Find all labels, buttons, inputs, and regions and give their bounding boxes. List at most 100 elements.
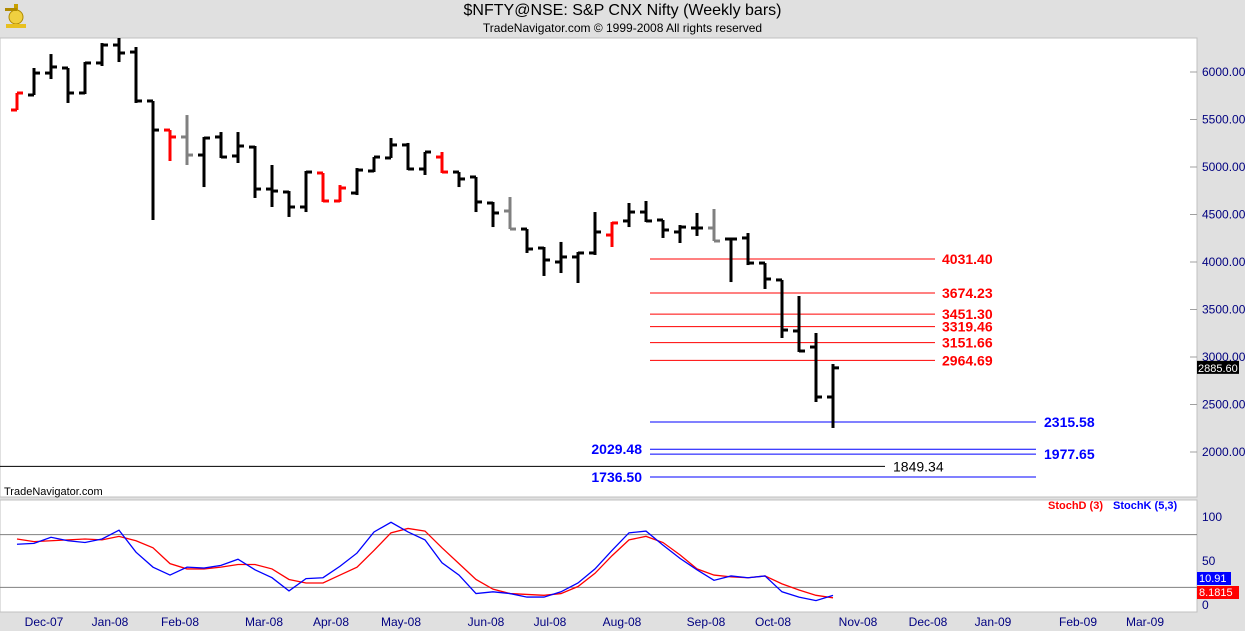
ohlc-bar bbox=[266, 165, 278, 207]
x-tick-label: Aug-08 bbox=[603, 615, 642, 629]
ohlc-bar bbox=[759, 261, 771, 289]
ohlc-bar bbox=[181, 115, 193, 166]
y-tick-label: 5000.00 bbox=[1202, 160, 1245, 174]
logo-icon bbox=[5, 4, 26, 28]
y-tick-label: 4000.00 bbox=[1202, 255, 1245, 269]
ohlc-bar bbox=[419, 150, 431, 175]
y-tick-label: 4500.00 bbox=[1202, 208, 1245, 222]
stoch-panel bbox=[0, 499, 1198, 613]
level-label: 2029.48 bbox=[591, 441, 642, 457]
x-tick-label: Dec-07 bbox=[25, 615, 64, 629]
ohlc-bar bbox=[691, 212, 703, 236]
stoch-y-tick-label: 50 bbox=[1202, 554, 1216, 568]
y-tick-label: 2000.00 bbox=[1202, 445, 1245, 459]
ohlc-bar bbox=[402, 142, 414, 171]
ohlc-bar bbox=[385, 138, 397, 160]
ohlc-bar bbox=[351, 168, 363, 196]
y-tick-label: 5500.00 bbox=[1202, 113, 1245, 127]
x-tick-label: May-08 bbox=[381, 615, 421, 629]
x-tick-label: Jan-09 bbox=[975, 615, 1012, 629]
ohlc-bar bbox=[215, 132, 227, 159]
level-label: 1849.34 bbox=[893, 458, 944, 474]
level-label: 3151.66 bbox=[942, 335, 993, 351]
ohlc-bar bbox=[28, 68, 40, 97]
ohlc-bar bbox=[164, 128, 176, 162]
legend-stochd: StochD (3) bbox=[1048, 500, 1103, 512]
level-label: 1977.65 bbox=[1044, 446, 1095, 462]
level-label: 3674.23 bbox=[942, 285, 993, 301]
x-tick-label: Apr-08 bbox=[313, 615, 349, 629]
ohlc-bar bbox=[45, 54, 57, 80]
x-tick-label: Dec-08 bbox=[909, 615, 948, 629]
ohlc-bar bbox=[470, 175, 482, 213]
ohlc-bar bbox=[283, 190, 295, 217]
stoch-y-tick-label: 0 bbox=[1202, 598, 1209, 612]
chart-subtitle: TradeNavigator.com © 1999-2008 All right… bbox=[482, 21, 763, 35]
stochd-value-label: 8.1815 bbox=[1199, 587, 1233, 599]
ohlc-bar bbox=[11, 91, 23, 112]
stoch-y-tick-label: 100 bbox=[1202, 510, 1222, 524]
ohlc-bar bbox=[521, 227, 533, 253]
x-tick-label: Jun-08 bbox=[468, 615, 505, 629]
ohlc-bar bbox=[96, 43, 108, 67]
y-tick-label: 3000.00 bbox=[1202, 350, 1245, 364]
ohlc-bar bbox=[300, 170, 312, 213]
price-panel bbox=[0, 37, 1198, 498]
ohlc-bar bbox=[657, 218, 669, 238]
stochk-value-marker bbox=[1197, 572, 1231, 585]
chart-title: $NFTY@NSE: S&P CNX Nifty (Weekly bars) bbox=[463, 2, 782, 19]
ohlc-bar bbox=[436, 151, 448, 174]
ohlc-bar bbox=[538, 246, 550, 276]
ohlc-bar bbox=[453, 170, 465, 188]
ohlc-bar bbox=[232, 132, 244, 164]
x-tick-label: Jul-08 bbox=[534, 615, 567, 629]
ohlc-bar bbox=[368, 155, 380, 173]
ohlc-bar bbox=[79, 61, 91, 95]
level-label: 4031.40 bbox=[942, 251, 993, 267]
ohlc-bar bbox=[147, 99, 159, 221]
ohlc-bar bbox=[130, 47, 142, 103]
ohlc-bar bbox=[810, 332, 822, 403]
stochd-value-marker bbox=[1197, 586, 1239, 599]
ohlc-bar bbox=[504, 197, 516, 231]
ohlc-bar bbox=[674, 225, 686, 243]
last-price-label: 2885.60 bbox=[1198, 363, 1238, 375]
ohlc-bar bbox=[742, 233, 754, 266]
legend-stochk: StochK (5,3) bbox=[1113, 500, 1178, 512]
ohlc-bar bbox=[708, 208, 720, 243]
ohlc-bar bbox=[725, 237, 737, 283]
ohlc-bar bbox=[793, 296, 805, 353]
x-tick-label: Oct-08 bbox=[755, 615, 791, 629]
stochk-value-label: 10.91 bbox=[1199, 573, 1227, 585]
ohlc-bar bbox=[198, 136, 210, 188]
y-tick-label: 2500.00 bbox=[1202, 398, 1245, 412]
x-tick-label: Mar-09 bbox=[1126, 615, 1164, 629]
ohlc-bar bbox=[62, 66, 74, 103]
ohlc-bar bbox=[113, 37, 125, 63]
y-tick-label: 3500.00 bbox=[1202, 303, 1245, 317]
level-label: 1736.50 bbox=[591, 469, 642, 485]
x-tick-label: Feb-09 bbox=[1059, 615, 1097, 629]
ohlc-bar bbox=[317, 171, 329, 203]
x-tick-label: Jan-08 bbox=[92, 615, 129, 629]
x-tick-label: Nov-08 bbox=[839, 615, 878, 629]
ohlc-bar bbox=[776, 278, 788, 338]
x-tick-label: Sep-08 bbox=[687, 615, 726, 629]
level-label: 2315.58 bbox=[1044, 414, 1095, 430]
ohlc-bar bbox=[487, 201, 499, 228]
ohlc-bar bbox=[827, 364, 839, 428]
ohlc-bar bbox=[555, 241, 567, 274]
x-tick-label: Feb-08 bbox=[161, 615, 199, 629]
ohlc-bar bbox=[249, 145, 261, 198]
y-tick-label: 6000.00 bbox=[1202, 65, 1245, 79]
ohlc-bar bbox=[334, 185, 346, 203]
level-label: 3319.46 bbox=[942, 319, 993, 335]
level-label: 3451.30 bbox=[942, 306, 993, 322]
ohlc-bar bbox=[589, 212, 601, 255]
level-label: 2964.69 bbox=[942, 352, 993, 368]
watermark: TradeNavigator.com bbox=[4, 486, 103, 498]
ohlc-bar bbox=[572, 251, 584, 283]
ohlc-bar bbox=[640, 201, 652, 223]
ohlc-bar bbox=[623, 203, 635, 228]
